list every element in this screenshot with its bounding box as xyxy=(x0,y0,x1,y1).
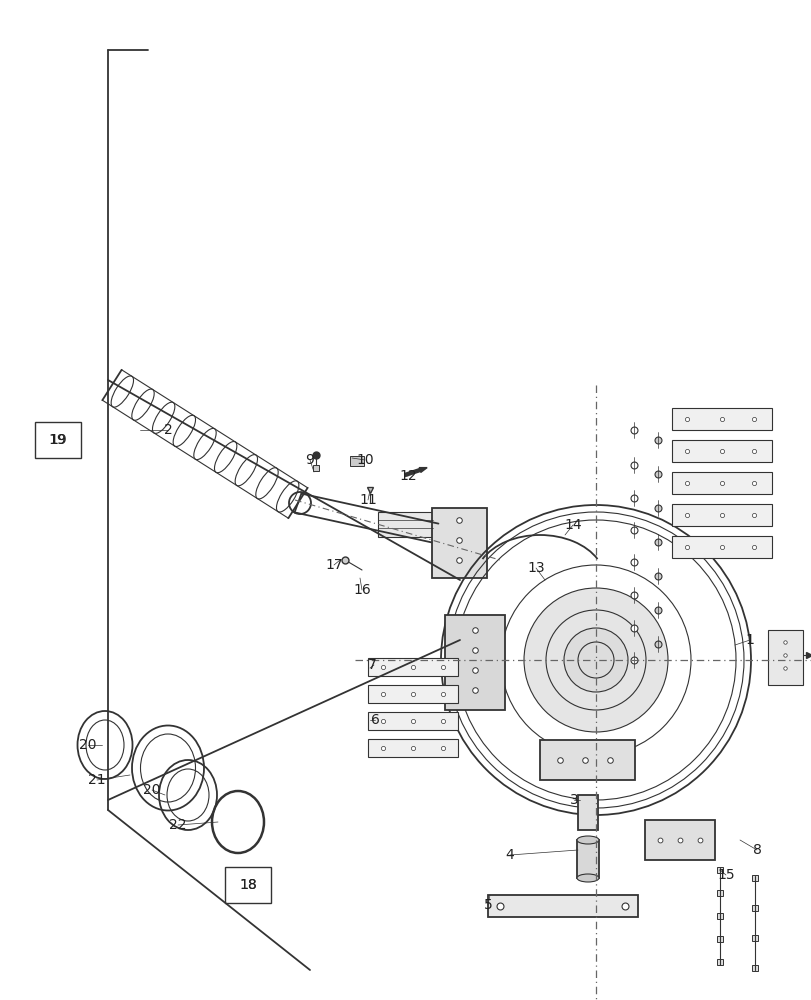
Bar xyxy=(350,456,363,466)
Bar xyxy=(672,536,771,558)
Bar xyxy=(367,712,457,730)
Text: 19: 19 xyxy=(49,433,67,447)
Text: 18: 18 xyxy=(238,878,256,892)
Text: 22: 22 xyxy=(169,818,187,832)
Bar xyxy=(577,840,599,878)
Ellipse shape xyxy=(577,836,599,844)
Bar xyxy=(367,685,457,703)
Bar xyxy=(644,820,714,860)
FancyArrow shape xyxy=(404,468,427,476)
Circle shape xyxy=(523,588,667,732)
Text: 4: 4 xyxy=(505,848,513,862)
Circle shape xyxy=(564,628,627,692)
Bar xyxy=(431,508,487,578)
Text: 14: 14 xyxy=(564,518,581,532)
Text: 10: 10 xyxy=(356,453,373,467)
Ellipse shape xyxy=(577,874,599,882)
Text: 5: 5 xyxy=(483,898,491,912)
Bar xyxy=(539,740,634,780)
Text: 9: 9 xyxy=(305,453,314,467)
Text: 20: 20 xyxy=(79,738,97,752)
Bar xyxy=(767,630,802,685)
Text: 18: 18 xyxy=(238,878,256,892)
Text: 1: 1 xyxy=(744,633,753,647)
Bar xyxy=(672,408,771,430)
Bar xyxy=(672,472,771,494)
Text: 15: 15 xyxy=(716,868,734,882)
Text: 16: 16 xyxy=(353,583,371,597)
Text: 3: 3 xyxy=(569,793,577,807)
Text: 12: 12 xyxy=(399,469,416,483)
Bar xyxy=(35,422,81,458)
Text: 19: 19 xyxy=(48,433,66,447)
Text: 20: 20 xyxy=(143,783,161,797)
Bar xyxy=(577,795,597,830)
Bar xyxy=(672,440,771,462)
Bar xyxy=(487,895,637,917)
Text: 21: 21 xyxy=(88,773,105,787)
Bar xyxy=(378,512,432,537)
Text: 13: 13 xyxy=(526,561,544,575)
Bar xyxy=(367,739,457,757)
Bar xyxy=(672,504,771,526)
Bar xyxy=(367,658,457,676)
Text: 2: 2 xyxy=(164,423,172,437)
Bar xyxy=(225,867,271,903)
Text: 11: 11 xyxy=(358,493,376,507)
Text: 6: 6 xyxy=(370,713,379,727)
Bar xyxy=(444,615,504,710)
Text: 8: 8 xyxy=(752,843,761,857)
Text: 17: 17 xyxy=(324,558,342,572)
Text: 7: 7 xyxy=(367,658,376,672)
